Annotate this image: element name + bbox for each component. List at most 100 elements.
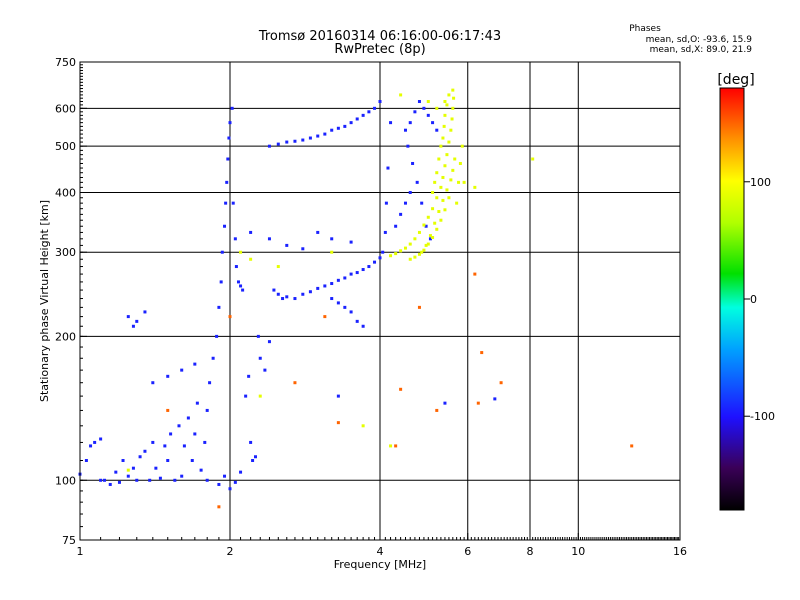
data-point xyxy=(223,474,227,478)
data-point xyxy=(411,161,415,165)
y-tick-label: 600 xyxy=(55,102,76,115)
data-point xyxy=(249,440,253,444)
data-point xyxy=(426,100,430,104)
data-point xyxy=(301,292,305,296)
data-point xyxy=(476,401,480,405)
data-point xyxy=(408,242,412,246)
data-point xyxy=(499,381,503,385)
data-point xyxy=(399,249,403,253)
data-point xyxy=(435,227,439,231)
data-point xyxy=(343,276,347,280)
x-tick-label: 6 xyxy=(464,545,471,558)
data-point xyxy=(154,466,158,470)
data-point xyxy=(445,153,449,157)
data-point xyxy=(386,166,390,170)
x-axis-label: Frequency [MHz] xyxy=(334,558,426,571)
data-point xyxy=(417,100,421,104)
data-point xyxy=(180,368,184,372)
data-point xyxy=(394,252,398,256)
data-point xyxy=(426,113,430,117)
data-point xyxy=(443,164,447,168)
data-point xyxy=(239,250,243,254)
data-point xyxy=(384,201,388,205)
data-point xyxy=(323,284,327,288)
data-point xyxy=(408,121,412,125)
data-point xyxy=(143,310,147,314)
data-point xyxy=(441,175,445,179)
data-point xyxy=(285,295,289,299)
data-point xyxy=(431,190,435,194)
data-point xyxy=(117,480,121,484)
data-point xyxy=(166,374,170,378)
data-point xyxy=(422,248,426,252)
data-point xyxy=(228,487,232,491)
data-point xyxy=(93,440,97,444)
data-point xyxy=(403,246,407,250)
data-point xyxy=(177,424,181,428)
data-point xyxy=(433,221,437,225)
data-point xyxy=(267,237,271,241)
data-point xyxy=(336,421,340,425)
data-point xyxy=(99,437,103,441)
data-point xyxy=(399,212,403,216)
x-tick-label: 8 xyxy=(527,545,534,558)
data-point xyxy=(190,458,194,462)
data-point xyxy=(460,144,464,148)
data-point xyxy=(361,268,365,272)
data-point xyxy=(239,284,243,288)
data-point xyxy=(276,292,280,296)
axis-ticks: 1 2 4 6 8 10 16 75 100 200 300 400 500 600 750 xyxy=(55,56,687,558)
data-point xyxy=(435,171,439,175)
x-tick-label: 16 xyxy=(673,545,687,558)
data-point xyxy=(447,140,451,144)
data-point xyxy=(394,444,398,448)
data-point xyxy=(103,478,107,482)
data-point xyxy=(182,444,186,448)
data-point xyxy=(276,142,280,146)
data-point xyxy=(361,424,365,428)
data-point xyxy=(276,265,280,269)
data-point xyxy=(285,243,289,247)
data-point xyxy=(349,121,353,125)
data-point xyxy=(126,315,130,319)
data-point xyxy=(135,319,139,323)
data-point xyxy=(435,408,439,412)
data-point xyxy=(151,440,155,444)
data-point xyxy=(121,458,125,462)
data-point xyxy=(220,250,224,254)
data-point xyxy=(630,444,634,448)
data-point xyxy=(205,478,209,482)
data-point xyxy=(378,100,382,104)
data-point xyxy=(258,356,262,360)
data-point xyxy=(234,265,238,269)
data-point xyxy=(224,201,228,205)
data-point xyxy=(343,305,347,309)
data-point xyxy=(301,247,305,251)
data-point xyxy=(462,180,466,184)
colorbar-label: [deg] xyxy=(717,72,754,88)
colorbar-tick-label: 0 xyxy=(750,293,757,306)
y-tick-label: 200 xyxy=(55,330,76,343)
data-point xyxy=(443,401,447,405)
data-point xyxy=(151,381,155,385)
data-point xyxy=(323,132,327,136)
data-point xyxy=(439,144,443,148)
data-point xyxy=(169,432,173,436)
data-point xyxy=(443,113,447,117)
data-point xyxy=(131,466,135,470)
x-tick-label: 2 xyxy=(227,545,234,558)
data-point xyxy=(193,362,197,366)
data-point xyxy=(413,110,417,114)
data-point xyxy=(413,237,417,241)
data-point xyxy=(226,157,230,161)
stats-line-o: mean, sd,O: -93.6, 15.9 xyxy=(646,35,753,45)
colorbar-ticks: 100 0 -100 xyxy=(744,176,775,423)
data-point xyxy=(420,250,424,254)
data-point xyxy=(394,224,398,228)
y-tick-label: 75 xyxy=(62,534,76,547)
data-point xyxy=(349,310,353,314)
data-point xyxy=(373,106,377,110)
data-point xyxy=(389,444,393,448)
data-point xyxy=(361,113,365,117)
data-point xyxy=(420,201,424,205)
